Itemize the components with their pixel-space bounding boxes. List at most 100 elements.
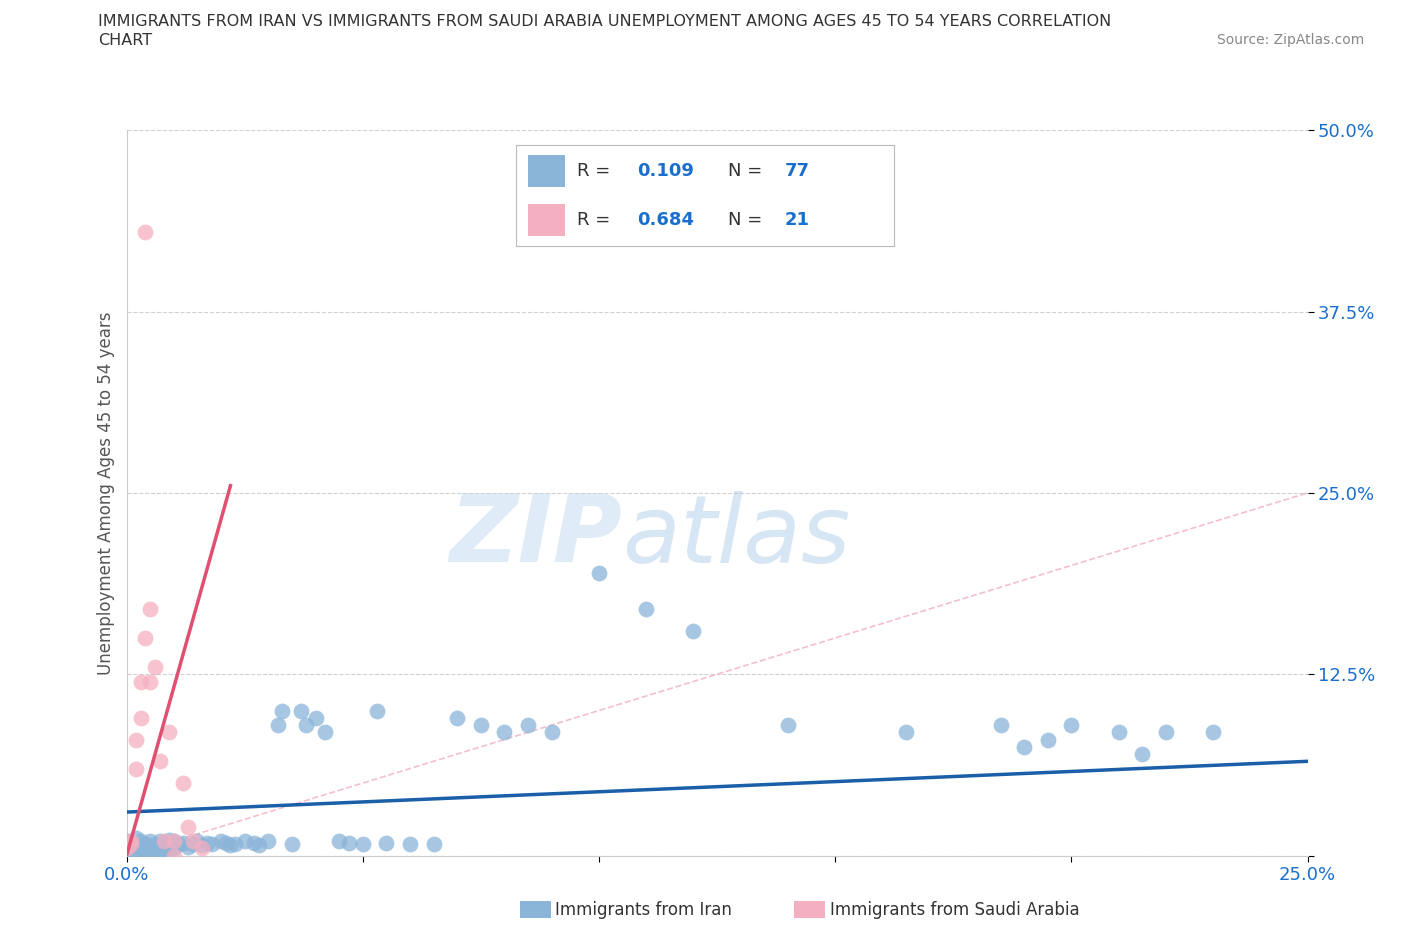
Point [120,833,142,848]
Point [125,843,148,857]
Point [1012,739,1035,754]
Point [120,841,142,856]
Point [139,674,162,689]
Point [990,718,1012,733]
Point [153,835,176,850]
Point [129,840,152,855]
Point [215,835,238,850]
Point [290,703,312,718]
Point [181,837,204,852]
Point [134,841,156,856]
Point [1108,724,1130,739]
Point [267,718,290,733]
Point [181,833,204,848]
Point [129,844,152,858]
Point [446,711,468,725]
Point [120,848,142,863]
Point [125,838,148,853]
Point [134,631,156,645]
Point [494,724,516,739]
Point [366,703,388,718]
Point [153,843,176,857]
Text: ZIP: ZIP [450,490,623,582]
Point [129,674,152,689]
Point [163,848,186,863]
Point [224,837,246,852]
Point [134,837,156,852]
Point [143,837,166,852]
Point [219,838,242,853]
Point [139,602,162,617]
Point [1130,747,1153,762]
Point [257,833,280,848]
Point [209,833,232,848]
Point [247,838,270,853]
Point [115,841,138,856]
Point [636,602,658,617]
Point [352,837,374,852]
Point [470,718,492,733]
Point [163,841,186,856]
Point [517,718,540,733]
Text: CHART: CHART [98,33,152,47]
Y-axis label: Unemployment Among Ages 45 to 54 years: Unemployment Among Ages 45 to 54 years [97,312,115,674]
Point [153,833,176,848]
Point [1060,718,1083,733]
Point [314,724,336,739]
Point [139,840,162,855]
Point [125,848,148,863]
Point [191,841,214,856]
Point [399,837,422,852]
Text: atlas: atlas [623,491,851,582]
Point [682,623,704,638]
Point [139,845,162,860]
Point [172,835,194,850]
Text: Source: ZipAtlas.com: Source: ZipAtlas.com [1216,33,1364,46]
Point [422,837,444,852]
Point [134,848,156,863]
Point [120,837,142,852]
Point [157,724,180,739]
Point [588,565,610,580]
Point [337,835,360,850]
Point [233,833,256,848]
Point [167,837,190,852]
Point [200,837,222,852]
Point [134,224,156,239]
Point [125,761,148,776]
Point [149,833,172,848]
Point [177,819,200,834]
Point [295,718,318,733]
Point [120,844,142,858]
Point [304,711,326,725]
Text: Immigrants from Saudi Arabia: Immigrants from Saudi Arabia [830,900,1080,919]
Point [1202,724,1225,739]
Point [195,835,218,850]
Point [163,833,186,848]
Point [328,833,350,848]
Point [125,830,148,845]
Point [157,832,180,847]
Point [139,833,162,848]
Point [776,718,799,733]
Text: IMMIGRANTS FROM IRAN VS IMMIGRANTS FROM SAUDI ARABIA UNEMPLOYMENT AMONG AGES 45 : IMMIGRANTS FROM IRAN VS IMMIGRANTS FROM … [98,14,1112,29]
Point [149,754,172,769]
Point [149,845,172,860]
Point [271,703,294,718]
Point [191,838,214,853]
Point [143,659,166,674]
Point [172,776,194,790]
Point [177,840,200,855]
Point [125,732,148,747]
Point [186,833,208,848]
Point [157,844,180,858]
Point [129,711,152,725]
Point [149,838,172,853]
Point [115,833,138,848]
Point [1036,732,1059,747]
Point [1154,724,1177,739]
Point [243,835,266,850]
Text: Immigrants from Iran: Immigrants from Iran [555,900,733,919]
Point [120,837,142,852]
Point [894,724,917,739]
